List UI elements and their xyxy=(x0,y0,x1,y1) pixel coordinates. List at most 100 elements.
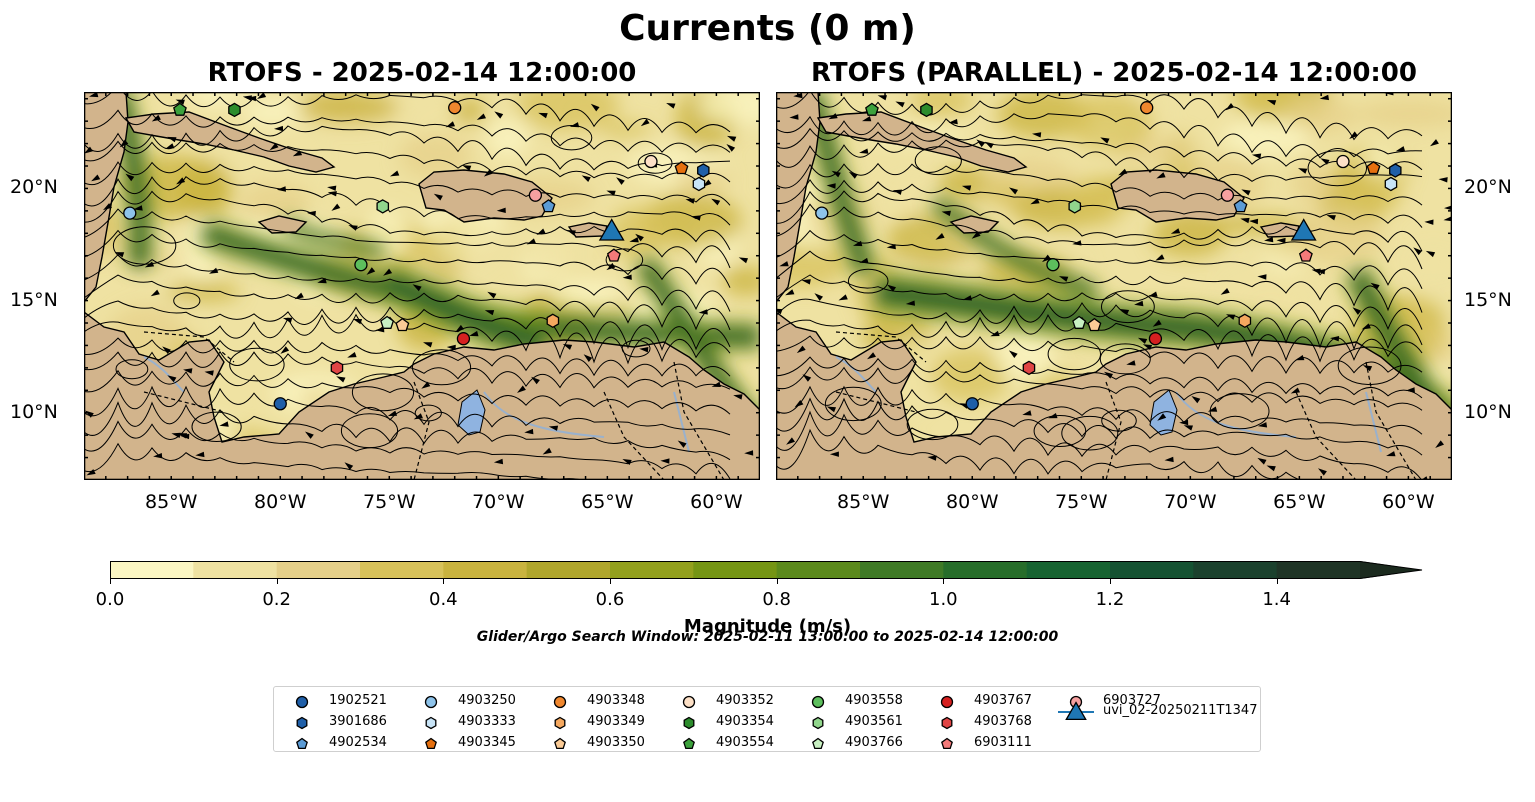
legend-marker-4903348 xyxy=(553,695,567,709)
colorbar-tick-label: 0.4 xyxy=(429,589,458,610)
lat-tick-label-left: 20°N xyxy=(10,176,58,199)
lake xyxy=(457,389,486,436)
map-panel-rtofs xyxy=(83,91,761,481)
legend-label: 6903111 xyxy=(974,735,1032,750)
legend-label: 4903767 xyxy=(974,693,1032,708)
colorbar-tick-label: 0.0 xyxy=(95,589,125,610)
legend-marker-4903554 xyxy=(683,737,695,750)
marker-4903348 xyxy=(448,101,462,115)
marker-4903348 xyxy=(1140,101,1154,115)
marker-4902534 xyxy=(541,199,556,213)
legend-label: uvi_02-20250211T1347 xyxy=(1103,703,1258,718)
marker-6903727 xyxy=(528,188,543,202)
legend-label: 1902521 xyxy=(329,693,387,708)
marker-uvi_02-20250211T1347 xyxy=(598,218,625,241)
colorbar-tick-label: 1.4 xyxy=(1262,589,1291,610)
legend-marker-3901686 xyxy=(296,716,308,730)
colorbar-tick-mark xyxy=(1110,579,1111,584)
legend-label: 4903250 xyxy=(458,693,516,708)
legend-label: 4902534 xyxy=(329,735,387,750)
lat-tick-label-right: 15°N xyxy=(1464,288,1512,311)
marker-4903768 xyxy=(330,360,344,376)
map-rtofs xyxy=(83,91,761,481)
marker-4903333 xyxy=(692,176,706,192)
colorbar-tick-label: 1.0 xyxy=(929,589,958,610)
marker-4903349 xyxy=(546,313,560,329)
map-panel-rtofs-parallel xyxy=(775,91,1453,481)
legend-marker-4903350 xyxy=(554,737,566,750)
colorbar-segment xyxy=(360,561,444,579)
colorbar-tick-mark xyxy=(610,579,611,584)
marker-3901686 xyxy=(1389,163,1402,178)
lon-tick-label: 65°W xyxy=(581,491,634,513)
colorbar-extend xyxy=(1360,561,1422,579)
legend-marker-6903111 xyxy=(941,737,953,750)
land-4 xyxy=(257,215,308,234)
colorbar-segment xyxy=(526,561,611,579)
colorbar-segment xyxy=(610,561,694,579)
marker-4903350 xyxy=(1087,317,1102,332)
marker-4903350 xyxy=(395,317,410,332)
legend-marker-4903345 xyxy=(425,737,437,750)
marker-4903558 xyxy=(1046,258,1060,272)
legend-marker-4903558 xyxy=(811,695,825,709)
marker-4903345 xyxy=(674,161,689,175)
panel-title-rtofs-parallel: RTOFS (PARALLEL) - 2025-02-14 12:00:00 xyxy=(811,58,1417,88)
colorbar-segment xyxy=(1110,561,1194,579)
panel-title-rtofs: RTOFS - 2025-02-14 12:00:00 xyxy=(207,58,637,88)
lon-tick-label: 75°W xyxy=(363,491,416,513)
marker-6903111 xyxy=(606,248,621,262)
marker-4903767 xyxy=(1148,332,1163,346)
colorbar-segment xyxy=(693,561,778,579)
lon-tick-label: 85°W xyxy=(836,491,890,513)
map-rtofs-parallel xyxy=(775,91,1453,481)
legend-marker-1902521 xyxy=(295,695,309,709)
colorbar-tick-mark xyxy=(110,579,111,584)
legend-marker-4903349 xyxy=(554,716,566,730)
lat-tick-label-left: 10°N xyxy=(10,400,58,423)
legend-label: 3901686 xyxy=(329,714,387,729)
marker-4903354 xyxy=(920,102,933,118)
legend-label: 4903348 xyxy=(587,693,645,708)
legend-marker-4902534 xyxy=(296,737,308,750)
legend-label: 4903345 xyxy=(458,735,516,750)
colorbar-segment xyxy=(860,561,944,579)
colorbar-segment xyxy=(1276,561,1361,579)
legend-label: 4903558 xyxy=(845,693,903,708)
marker-4903349 xyxy=(1238,313,1252,329)
legend-label: 4903766 xyxy=(845,735,903,750)
legend-marker-uvi_02-20250211T1347 xyxy=(1065,701,1087,721)
legend-label: 4903333 xyxy=(458,714,516,729)
marker-4903561 xyxy=(376,199,390,214)
legend-label: 4903561 xyxy=(845,714,903,729)
marker-4903561 xyxy=(1068,199,1082,214)
lon-tick-label: 80°W xyxy=(946,491,999,513)
lon-tick-label: 85°W xyxy=(144,491,198,513)
marker-4903250 xyxy=(123,206,137,220)
legend: 1902521 3901686 4902534 4903250 4903333 49033… xyxy=(273,686,1261,752)
marker-4903767 xyxy=(456,332,471,346)
search-window-text: Glider/Argo Search Window: 2025-02-11 13… xyxy=(476,629,1059,645)
marker-4903768 xyxy=(1022,360,1036,376)
colorbar-segment xyxy=(193,561,278,579)
marker-4903766 xyxy=(1072,315,1087,329)
streamlines xyxy=(776,92,1423,480)
legend-marker-4903354 xyxy=(683,716,695,730)
legend-marker-4903352 xyxy=(682,695,696,709)
legend-label: 4903352 xyxy=(716,693,774,708)
colorbar-segment xyxy=(276,561,361,579)
lat-tick-label-right: 20°N xyxy=(1464,176,1512,199)
marker-3901686 xyxy=(697,163,710,178)
colorbar-tick-label: 0.6 xyxy=(595,589,625,610)
marker-4903554 xyxy=(865,102,879,116)
legend-marker-4903561 xyxy=(812,716,824,730)
colorbar-label: Magnitude (m/s) xyxy=(683,616,852,637)
legend-label: 4903350 xyxy=(587,735,645,750)
colorbar-tick-mark xyxy=(276,579,278,584)
legend-marker-4903766 xyxy=(812,737,824,750)
marker-4903333 xyxy=(1384,176,1398,192)
legend-label: 4903554 xyxy=(716,735,774,750)
colorbar-tick-label: 1.2 xyxy=(1095,589,1125,610)
land-1 xyxy=(776,92,821,304)
colorbar-segment xyxy=(943,561,1028,579)
